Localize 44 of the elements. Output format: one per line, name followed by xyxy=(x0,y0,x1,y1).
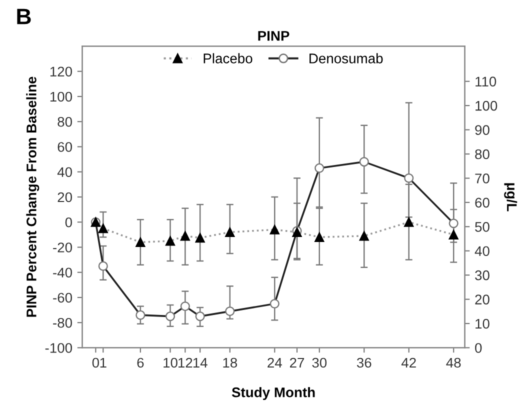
y-tick-label: 40 xyxy=(57,167,72,178)
legend-label: Denosumab xyxy=(310,53,383,64)
y2-tick-label: 70 xyxy=(475,174,490,184)
x-tick-label: 10 xyxy=(164,358,178,368)
x-axis-title: Study Month xyxy=(232,387,315,400)
y2-tick-label: 90 xyxy=(475,125,490,135)
y-tick-label: 0 xyxy=(65,217,72,228)
x-tick-label: 18 xyxy=(223,358,238,368)
y2-tick-label: 50 xyxy=(475,222,490,232)
y2-tick-label: 60 xyxy=(475,198,490,208)
y2-tick-label: 20 xyxy=(475,294,490,304)
x-tick-label: 30 xyxy=(312,358,327,368)
x-tick-label: 6 xyxy=(137,358,144,368)
y-tick-label: -100 xyxy=(45,343,72,353)
x-tick-label: 12 xyxy=(178,358,192,368)
x-tick-label: 14 xyxy=(193,358,208,368)
y-tick-label: -40 xyxy=(53,268,72,278)
x-tick-label: 1 xyxy=(100,358,106,368)
y-tick-label: -80 xyxy=(53,318,72,328)
x-tick-label: 42 xyxy=(401,358,416,368)
x-tick-label: 36 xyxy=(356,358,372,368)
y-tick-label: 60 xyxy=(58,142,72,152)
x-tick-label: 0 xyxy=(92,358,100,368)
y2-tick-label: 110 xyxy=(476,76,496,87)
x-tick-label: 24 xyxy=(268,358,282,368)
y-axis-title: PINP Percent Change From Baseline xyxy=(26,76,40,317)
legend-label: Placebo xyxy=(204,53,252,64)
chart-title: PINP xyxy=(258,31,290,41)
y2-tick-label: 40 xyxy=(474,246,490,256)
y-tick-label: -20 xyxy=(53,242,72,252)
y2-tick-label: 100 xyxy=(476,100,498,111)
x-tick-label: 27 xyxy=(290,358,304,368)
y2-tick-label: 30 xyxy=(475,270,490,280)
y-tick-label: 20 xyxy=(58,192,72,202)
y-tick-label: -60 xyxy=(53,292,72,303)
y2-axis-title: μg/L xyxy=(504,183,518,212)
y-tick-label: 100 xyxy=(50,92,72,102)
y-tick-label: 80 xyxy=(58,116,72,127)
y2-tick-label: 80 xyxy=(475,149,490,160)
text: B xyxy=(17,8,31,24)
y2-tick-label: 10 xyxy=(476,318,490,329)
y-tick-label: 120 xyxy=(50,66,72,77)
y2-tick-label: 0 xyxy=(475,343,482,353)
x-tick-label: 48 xyxy=(446,358,461,368)
